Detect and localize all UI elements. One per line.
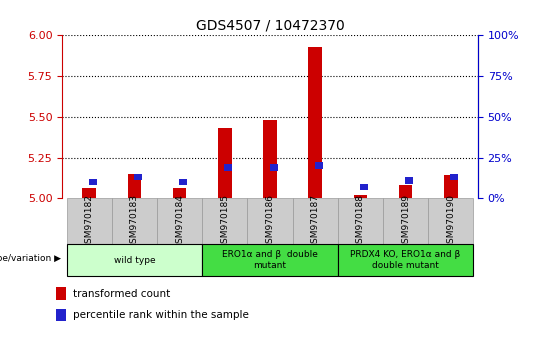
Bar	[399, 185, 413, 198]
Text: ERO1α and β  double
mutant: ERO1α and β double mutant	[222, 251, 318, 270]
Text: GSM970188: GSM970188	[356, 194, 365, 249]
Bar	[202, 198, 247, 244]
Bar	[89, 179, 97, 185]
Bar	[224, 164, 233, 171]
Bar	[338, 198, 383, 244]
Bar	[66, 198, 112, 244]
Bar	[112, 198, 157, 244]
Text: GSM970187: GSM970187	[310, 194, 320, 249]
Text: GSM970184: GSM970184	[175, 194, 184, 249]
Bar	[247, 198, 293, 244]
Bar	[360, 184, 368, 190]
Bar	[338, 244, 474, 276]
Text: PRDX4 KO, ERO1α and β
double mutant: PRDX4 KO, ERO1α and β double mutant	[350, 251, 461, 270]
Text: wild type: wild type	[113, 256, 155, 265]
Bar	[269, 164, 278, 171]
Bar	[383, 198, 428, 244]
Bar	[56, 309, 66, 321]
Bar	[308, 47, 322, 198]
Text: GSM970182: GSM970182	[85, 194, 94, 249]
Bar	[66, 244, 202, 276]
Bar	[354, 195, 367, 198]
Text: transformed count: transformed count	[72, 289, 170, 299]
Bar	[83, 188, 96, 198]
Bar	[263, 120, 277, 198]
Bar	[179, 179, 187, 185]
Text: GSM970190: GSM970190	[446, 194, 455, 249]
Text: GSM970183: GSM970183	[130, 194, 139, 249]
Bar	[202, 244, 338, 276]
Title: GDS4507 / 10472370: GDS4507 / 10472370	[195, 19, 345, 33]
Bar	[56, 287, 66, 300]
Bar	[428, 198, 474, 244]
Bar	[444, 176, 457, 198]
Bar	[157, 198, 202, 244]
Bar	[127, 174, 141, 198]
Bar	[293, 198, 338, 244]
Text: GSM970186: GSM970186	[266, 194, 274, 249]
Bar	[405, 177, 413, 184]
Text: GSM970189: GSM970189	[401, 194, 410, 249]
Bar	[218, 128, 232, 198]
Text: percentile rank within the sample: percentile rank within the sample	[72, 310, 248, 320]
Bar	[134, 174, 142, 180]
Text: GSM970185: GSM970185	[220, 194, 230, 249]
Bar	[315, 162, 323, 169]
Bar	[450, 174, 458, 180]
Text: genotype/variation ▶: genotype/variation ▶	[0, 254, 61, 263]
Bar	[173, 188, 186, 198]
